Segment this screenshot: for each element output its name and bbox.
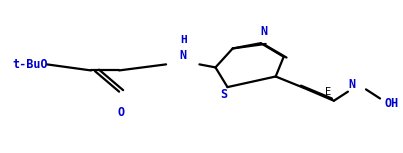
Text: S: S [220, 88, 227, 101]
Text: O: O [118, 106, 125, 119]
Text: N: N [180, 49, 187, 62]
Text: E: E [325, 87, 331, 97]
Text: N: N [348, 78, 355, 91]
Text: N: N [260, 24, 267, 37]
Text: t-BuO: t-BuO [13, 58, 48, 71]
Text: H: H [180, 35, 187, 45]
Text: OH: OH [384, 97, 398, 110]
